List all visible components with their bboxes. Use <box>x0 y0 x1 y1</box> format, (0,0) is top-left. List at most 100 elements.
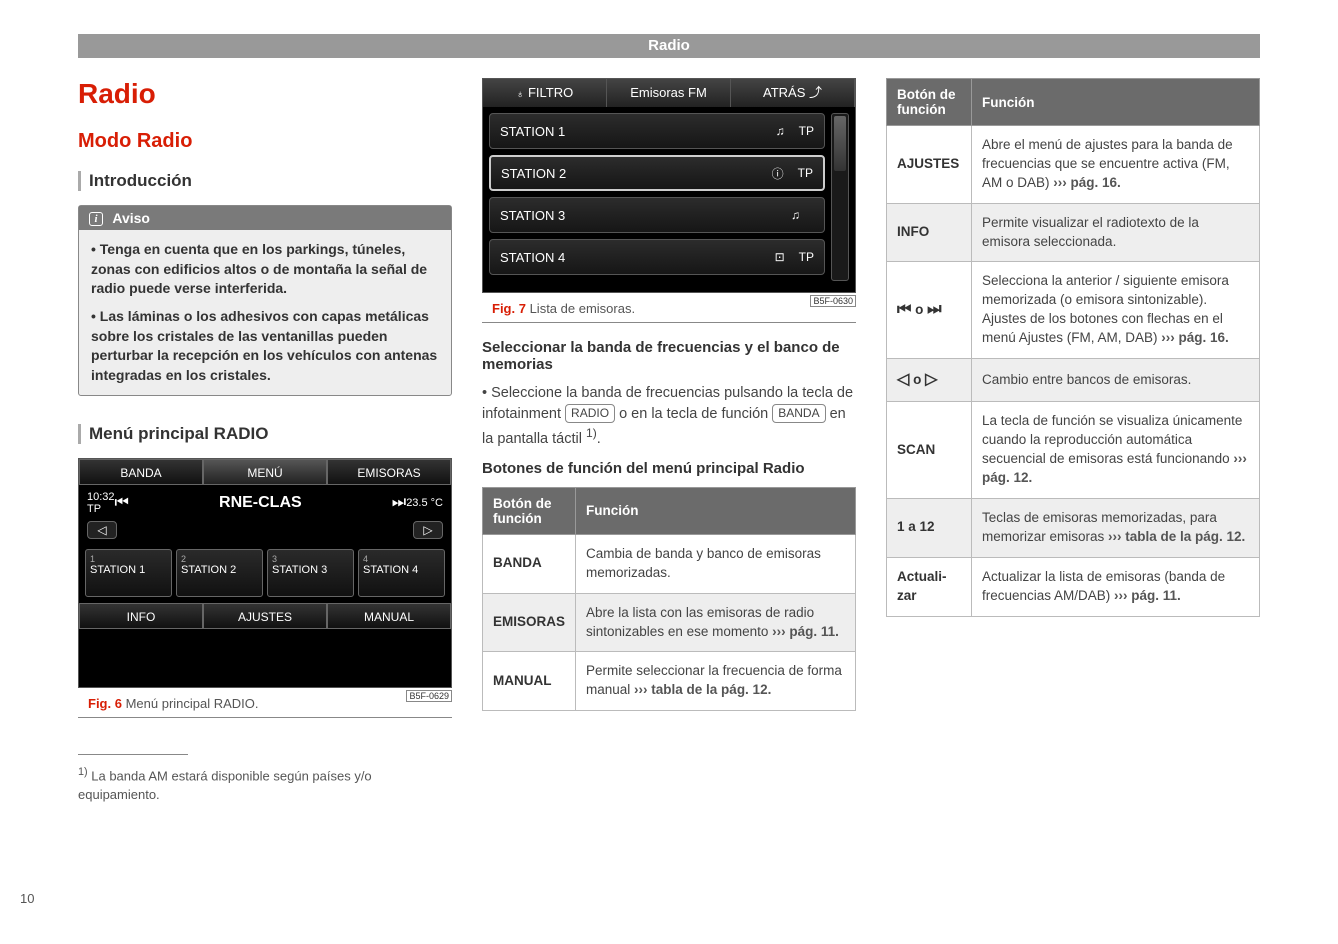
column-1: Radio Modo Radio Introducción i Aviso • … <box>78 78 452 904</box>
station-icons: ♫ TP <box>776 124 814 138</box>
subsection-intro: Introducción <box>78 171 452 191</box>
fig7-caption-num: Fig. 7 <box>492 301 526 316</box>
fig6-temp: 23.5 °C <box>406 497 443 509</box>
figure-6-screenshot: BANDA MENÚ EMISORAS 10:32 TP ⏮ RNE-CLAS … <box>78 458 452 688</box>
scrollbar[interactable] <box>831 113 849 281</box>
station-icons: ♫ <box>791 208 814 222</box>
btn-label: INFO <box>887 203 972 262</box>
tab-emisoras[interactable]: EMISORAS <box>327 459 451 485</box>
notice-header: i Aviso <box>79 206 451 230</box>
list-item[interactable]: STATION 4 ⊡TP <box>489 239 825 275</box>
fig6-arrows: ◁ ▷ <box>79 521 451 543</box>
btn-label: EMISORAS <box>483 593 576 652</box>
tp-badge: TP <box>798 166 813 180</box>
table-row: BANDA Cambia de banda y banco de emisora… <box>483 534 856 593</box>
preset-4-num: 4 <box>363 554 440 564</box>
scrollbar-thumb[interactable] <box>834 116 846 171</box>
column-3: Botón de función Función AJUSTES Abre el… <box>886 78 1260 904</box>
header-tab: Radio <box>78 34 1260 58</box>
table-row: SCAN La tecla de función se visualiza ún… <box>887 402 1260 499</box>
table-row: ⏮ o ⏭ Selecciona la anterior / siguiente… <box>887 262 1260 359</box>
footnote: 1) La banda AM estará disponible según p… <box>78 765 452 804</box>
fig6-time: 10:32 <box>87 491 115 503</box>
btn-desc: Selecciona la anterior / siguiente emiso… <box>972 262 1260 359</box>
tri-right-icon: ▷ <box>925 369 937 391</box>
station-icons: ⓘTP <box>772 165 813 182</box>
list-item[interactable]: STATION 2 ⓘTP <box>489 155 825 191</box>
fig6-caption: Fig. 6 Menú principal RADIO. <box>78 690 452 718</box>
table-row: Actuali- zar Actualizar la lista de emis… <box>887 557 1260 616</box>
preset-1-label: STATION 1 <box>90 564 167 576</box>
music-icon: ♫ <box>791 208 800 222</box>
fig6-tp: TP <box>87 503 115 515</box>
banda-key: BANDA <box>772 404 825 423</box>
filter-button[interactable]: FILTRO <box>483 79 607 107</box>
tab-ajustes[interactable]: AJUSTES <box>203 603 327 629</box>
btn-label: MANUAL <box>483 652 576 711</box>
band-select-text: • Seleccione la banda de frecuencias pul… <box>482 383 856 450</box>
music-icon: ♫ <box>776 124 785 138</box>
fig7-id: B5F-0630 <box>810 295 856 307</box>
page-ref: ››› pág. 11. <box>1114 588 1181 603</box>
range-start: 1 <box>897 519 905 534</box>
station-icons: ⊡TP <box>775 250 814 264</box>
table-row: AJUSTES Abre el menú de ajustes para la … <box>887 126 1260 204</box>
btn-desc: La tecla de función se visualiza únicame… <box>972 402 1260 499</box>
list-item[interactable]: STATION 1 ♫ TP <box>489 113 825 149</box>
fig7-caption: Fig. 7 Lista de emisoras. <box>482 295 856 323</box>
table-row: MANUAL Permite seleccionar la frecuencia… <box>483 652 856 711</box>
preset-3-num: 3 <box>272 554 349 564</box>
table-header-row: Botón de función Función <box>887 79 1260 126</box>
btn-desc: Cambia de banda y banco de emisoras memo… <box>576 534 856 593</box>
fig7-list-area: STATION 1 ♫TP STATION 2 ⓘTP STATION 3 ♫ … <box>483 107 855 287</box>
fig6-id: B5F-0629 <box>406 690 452 702</box>
preset-2[interactable]: 2STATION 2 <box>176 549 263 597</box>
preset-3[interactable]: 3STATION 3 <box>267 549 354 597</box>
tab-info[interactable]: INFO <box>79 603 203 629</box>
preset-2-num: 2 <box>181 554 258 564</box>
btn-label: 1 a 12 <box>887 498 972 557</box>
or-text: o <box>909 372 925 387</box>
station-name: STATION 2 <box>501 166 772 181</box>
figure-7-screenshot: FILTRO Emisoras FM ATRÁS STATION 1 ♫ TP S… <box>482 78 856 293</box>
back-button[interactable]: ATRÁS <box>731 79 855 107</box>
fig6-tabs-top: BANDA MENÚ EMISORAS <box>79 459 451 485</box>
hdr-button: Botón de función <box>483 487 576 534</box>
prev-track-icon[interactable]: ⏮ <box>115 494 129 512</box>
hdr-button: Botón de función <box>887 79 972 126</box>
fig6-presets: 1STATION 1 2STATION 2 3STATION 3 4STATIO… <box>79 543 451 603</box>
tp-badge: TP <box>799 124 814 138</box>
btn-desc: Permite visualizar el radiotexto de la e… <box>972 203 1260 262</box>
preset-4[interactable]: 4STATION 4 <box>358 549 445 597</box>
tab-manual[interactable]: MANUAL <box>327 603 451 629</box>
footnote-sup: 1) <box>78 766 88 778</box>
tab-menu[interactable]: MENÚ <box>203 459 327 485</box>
preset-1[interactable]: 1STATION 1 <box>85 549 172 597</box>
fig7-title: Emisoras FM <box>607 79 731 107</box>
table-header-row: Botón de función Función <box>483 487 856 534</box>
page-ref: ››› pág. 16. <box>1053 175 1121 190</box>
list-item[interactable]: STATION 3 ♫ <box>489 197 825 233</box>
station-name: STATION 1 <box>500 124 776 139</box>
fig6-info-row: 10:32 TP ⏮ RNE-CLAS ⏭ 23.5 °C <box>79 485 451 521</box>
table-row: INFO Permite visualizar el radiotexto de… <box>887 203 1260 262</box>
page-ref: ››› tabla de la pág. 12. <box>634 682 771 697</box>
btn-desc: Abre la lista con las emisoras de radio … <box>576 593 856 652</box>
hdr-function: Función <box>576 487 856 534</box>
tab-banda[interactable]: BANDA <box>79 459 203 485</box>
page-body: Radio Modo Radio Introducción i Aviso • … <box>78 78 1260 904</box>
btn-desc: Permite seleccionar la frecuencia de for… <box>576 652 856 711</box>
table-row: EMISORAS Abre la lista con las emisoras … <box>483 593 856 652</box>
subsection-menu: Menú principal RADIO <box>78 424 452 444</box>
fig6-tabs-bottom: INFO AJUSTES MANUAL <box>79 603 451 629</box>
prev-bank-button[interactable]: ◁ <box>87 521 117 539</box>
preset-4-label: STATION 4 <box>363 564 440 576</box>
p1d: . <box>597 431 601 447</box>
notice-title: Aviso <box>112 210 150 226</box>
desc-text: Actualizar la lista de emisoras (banda d… <box>982 569 1225 603</box>
p1b: o en la tecla de función <box>615 406 772 422</box>
next-track-icon[interactable]: ⏭ <box>392 494 406 512</box>
next-bank-button[interactable]: ▷ <box>413 521 443 539</box>
slideshow-icon: ⊡ <box>775 250 785 264</box>
radio-key: RADIO <box>565 404 615 423</box>
